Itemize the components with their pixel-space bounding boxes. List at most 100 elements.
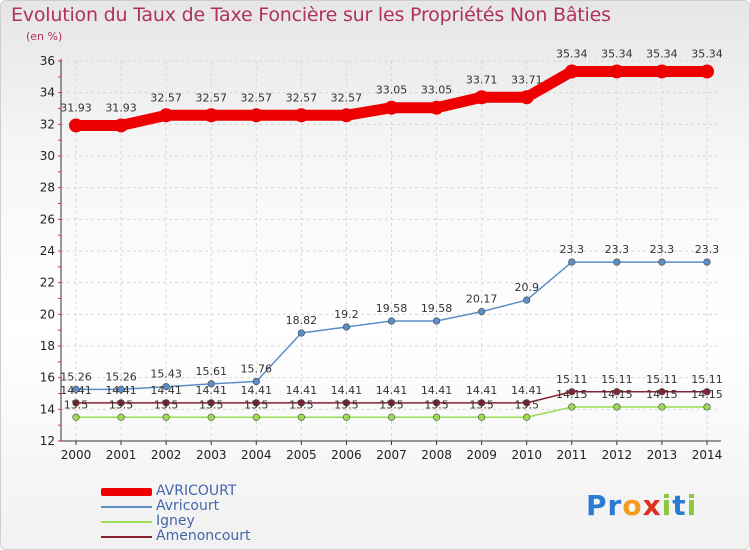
- x-tick-label: 2013: [647, 448, 678, 462]
- data-point: [252, 399, 260, 407]
- data-point: [654, 64, 669, 79]
- legend-label: Avricourt: [156, 498, 220, 514]
- x-tick-label: 2000: [61, 448, 92, 462]
- data-point: [339, 108, 354, 123]
- x-tick-label: 2006: [331, 448, 362, 462]
- data-label: 14.41: [466, 384, 498, 397]
- data-point: [523, 399, 531, 407]
- data-point: [387, 399, 396, 407]
- legend-swatch: [101, 521, 152, 523]
- data-label: 31.93: [60, 101, 92, 114]
- data-label: 32.57: [331, 91, 363, 104]
- logo-letter: i: [661, 489, 673, 522]
- data-point: [297, 413, 305, 421]
- data-label: 32.57: [241, 91, 273, 104]
- data-point: [429, 100, 444, 115]
- data-label: 35.34: [646, 47, 678, 60]
- logo-letter: P: [586, 489, 608, 522]
- data-label: 15.26: [60, 370, 92, 383]
- data-label: 19.58: [421, 302, 453, 315]
- data-point: [162, 413, 170, 421]
- data-label: 14.41: [331, 384, 363, 397]
- data-point: [568, 403, 576, 411]
- data-label: 15.11: [691, 373, 723, 386]
- data-label: 13.5: [469, 398, 494, 411]
- data-label: 14.15: [556, 388, 588, 401]
- data-point: [294, 108, 309, 123]
- data-label: 13.5: [109, 398, 134, 411]
- data-point: [432, 399, 441, 407]
- x-tick-label: 2004: [241, 448, 272, 462]
- data-point: [387, 317, 396, 325]
- data-label: 23.3: [560, 243, 585, 256]
- x-tick-label: 2014: [692, 448, 723, 462]
- data-point: [114, 118, 129, 133]
- logo-letter: x: [642, 489, 662, 522]
- data-point: [564, 64, 579, 79]
- data-point: [432, 317, 441, 325]
- chart-title: Evolution du Taux de Taxe Foncière sur l…: [11, 4, 611, 26]
- data-label: 20.17: [466, 293, 498, 306]
- data-label: 13.5: [289, 398, 314, 411]
- logo-letter: r: [607, 489, 623, 522]
- data-label: 13.5: [199, 398, 224, 411]
- data-point: [703, 388, 711, 396]
- data-label: 32.57: [195, 91, 227, 104]
- legend-swatch: [101, 536, 152, 538]
- legend-swatch: [101, 488, 152, 496]
- data-point: [609, 64, 624, 79]
- data-label: 14.41: [286, 384, 318, 397]
- data-point: [342, 399, 351, 407]
- data-point: [159, 108, 174, 123]
- data-label: 23.3: [650, 243, 675, 256]
- data-label: 13.5: [334, 398, 359, 411]
- data-point: [207, 413, 215, 421]
- legend-label: AVRICOURT: [156, 483, 237, 499]
- x-tick-label: 2005: [286, 448, 317, 462]
- data-point: [72, 413, 80, 421]
- y-tick-label: 20: [40, 307, 55, 321]
- legend-label: Igney: [156, 513, 195, 529]
- data-label: 15.11: [601, 373, 633, 386]
- data-point: [478, 399, 486, 407]
- data-point: [249, 108, 264, 123]
- data-label: 35.34: [691, 47, 723, 60]
- data-point: [523, 413, 531, 421]
- data-label: 14.41: [195, 384, 227, 397]
- data-label: 33.71: [511, 73, 543, 86]
- data-point: [387, 413, 396, 421]
- data-label: 13.5: [379, 398, 404, 411]
- data-label: 20.9: [514, 281, 539, 294]
- data-point: [519, 90, 534, 105]
- data-label: 32.57: [150, 91, 182, 104]
- data-label: 33.71: [466, 73, 498, 86]
- data-label: 15.11: [556, 373, 588, 386]
- data-point: [703, 403, 711, 411]
- data-point: [207, 380, 215, 388]
- data-point: [162, 399, 170, 407]
- logo-letter: o: [622, 489, 643, 522]
- data-label: 18.82: [286, 314, 318, 327]
- data-point: [613, 388, 621, 396]
- data-label: 13.5: [424, 398, 449, 411]
- data-label: 15.76: [241, 362, 273, 375]
- data-point: [658, 388, 666, 396]
- data-point: [613, 258, 621, 266]
- logo-letter: i: [686, 489, 698, 522]
- y-tick-label: 36: [40, 54, 55, 68]
- data-label: 33.05: [421, 84, 453, 97]
- data-point: [432, 413, 441, 421]
- data-label: 33.05: [376, 84, 408, 97]
- y-tick-label: 16: [40, 371, 55, 385]
- x-tick-label: 2008: [421, 448, 452, 462]
- y-tick-label: 34: [40, 86, 55, 100]
- y-tick-label: 30: [40, 149, 55, 163]
- data-label: 13.5: [514, 398, 539, 411]
- x-tick-label: 2001: [106, 448, 137, 462]
- data-label: 23.3: [695, 243, 720, 256]
- data-point: [342, 413, 351, 421]
- data-point: [162, 383, 170, 391]
- y-tick-label: 28: [40, 181, 55, 195]
- y-tick-label: 32: [40, 117, 55, 131]
